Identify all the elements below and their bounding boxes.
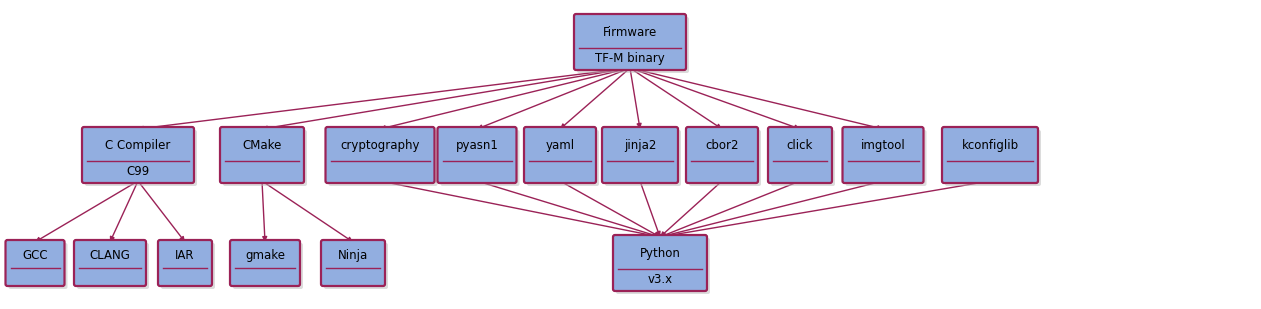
FancyBboxPatch shape: [438, 127, 517, 183]
Text: Ninja: Ninja: [338, 248, 368, 261]
FancyBboxPatch shape: [686, 127, 758, 183]
FancyBboxPatch shape: [223, 130, 306, 186]
Text: yaml: yaml: [546, 139, 575, 152]
FancyBboxPatch shape: [601, 127, 678, 183]
Text: jinja2: jinja2: [624, 139, 656, 152]
FancyBboxPatch shape: [527, 130, 599, 186]
FancyBboxPatch shape: [158, 240, 212, 286]
FancyBboxPatch shape: [161, 243, 214, 289]
FancyBboxPatch shape: [770, 130, 835, 186]
FancyBboxPatch shape: [613, 235, 707, 291]
Text: CMake: CMake: [242, 139, 281, 152]
FancyBboxPatch shape: [230, 240, 300, 286]
Text: C99: C99: [126, 165, 150, 178]
FancyBboxPatch shape: [9, 243, 68, 289]
FancyBboxPatch shape: [233, 243, 303, 289]
Text: IAR: IAR: [175, 248, 194, 261]
FancyBboxPatch shape: [74, 240, 146, 286]
FancyBboxPatch shape: [324, 243, 388, 289]
FancyBboxPatch shape: [329, 130, 438, 186]
Text: cbor2: cbor2: [705, 139, 739, 152]
FancyBboxPatch shape: [768, 127, 832, 183]
Text: gmake: gmake: [245, 248, 285, 261]
FancyBboxPatch shape: [605, 130, 681, 186]
Text: imgtool: imgtool: [860, 139, 905, 152]
Text: click: click: [787, 139, 813, 152]
FancyBboxPatch shape: [82, 127, 194, 183]
Text: TF-M binary: TF-M binary: [595, 52, 665, 65]
Text: pyasn1: pyasn1: [455, 139, 498, 152]
Text: Python: Python: [639, 247, 681, 260]
Text: Firmware: Firmware: [603, 26, 657, 39]
Text: cryptography: cryptography: [340, 139, 420, 152]
FancyBboxPatch shape: [325, 127, 435, 183]
FancyBboxPatch shape: [689, 130, 760, 186]
FancyBboxPatch shape: [322, 240, 385, 286]
FancyBboxPatch shape: [5, 240, 64, 286]
Text: kconfiglib: kconfiglib: [961, 139, 1019, 152]
FancyBboxPatch shape: [440, 130, 520, 186]
Text: CLANG: CLANG: [90, 248, 130, 261]
FancyBboxPatch shape: [942, 127, 1038, 183]
FancyBboxPatch shape: [845, 130, 927, 186]
FancyBboxPatch shape: [219, 127, 304, 183]
FancyBboxPatch shape: [944, 130, 1042, 186]
FancyBboxPatch shape: [578, 17, 689, 73]
FancyBboxPatch shape: [574, 14, 686, 70]
FancyBboxPatch shape: [617, 238, 710, 294]
Text: C Compiler: C Compiler: [106, 139, 170, 152]
FancyBboxPatch shape: [525, 127, 596, 183]
FancyBboxPatch shape: [84, 130, 197, 186]
Text: GCC: GCC: [23, 248, 48, 261]
FancyBboxPatch shape: [842, 127, 923, 183]
Text: v3.x: v3.x: [647, 273, 672, 286]
FancyBboxPatch shape: [77, 243, 149, 289]
